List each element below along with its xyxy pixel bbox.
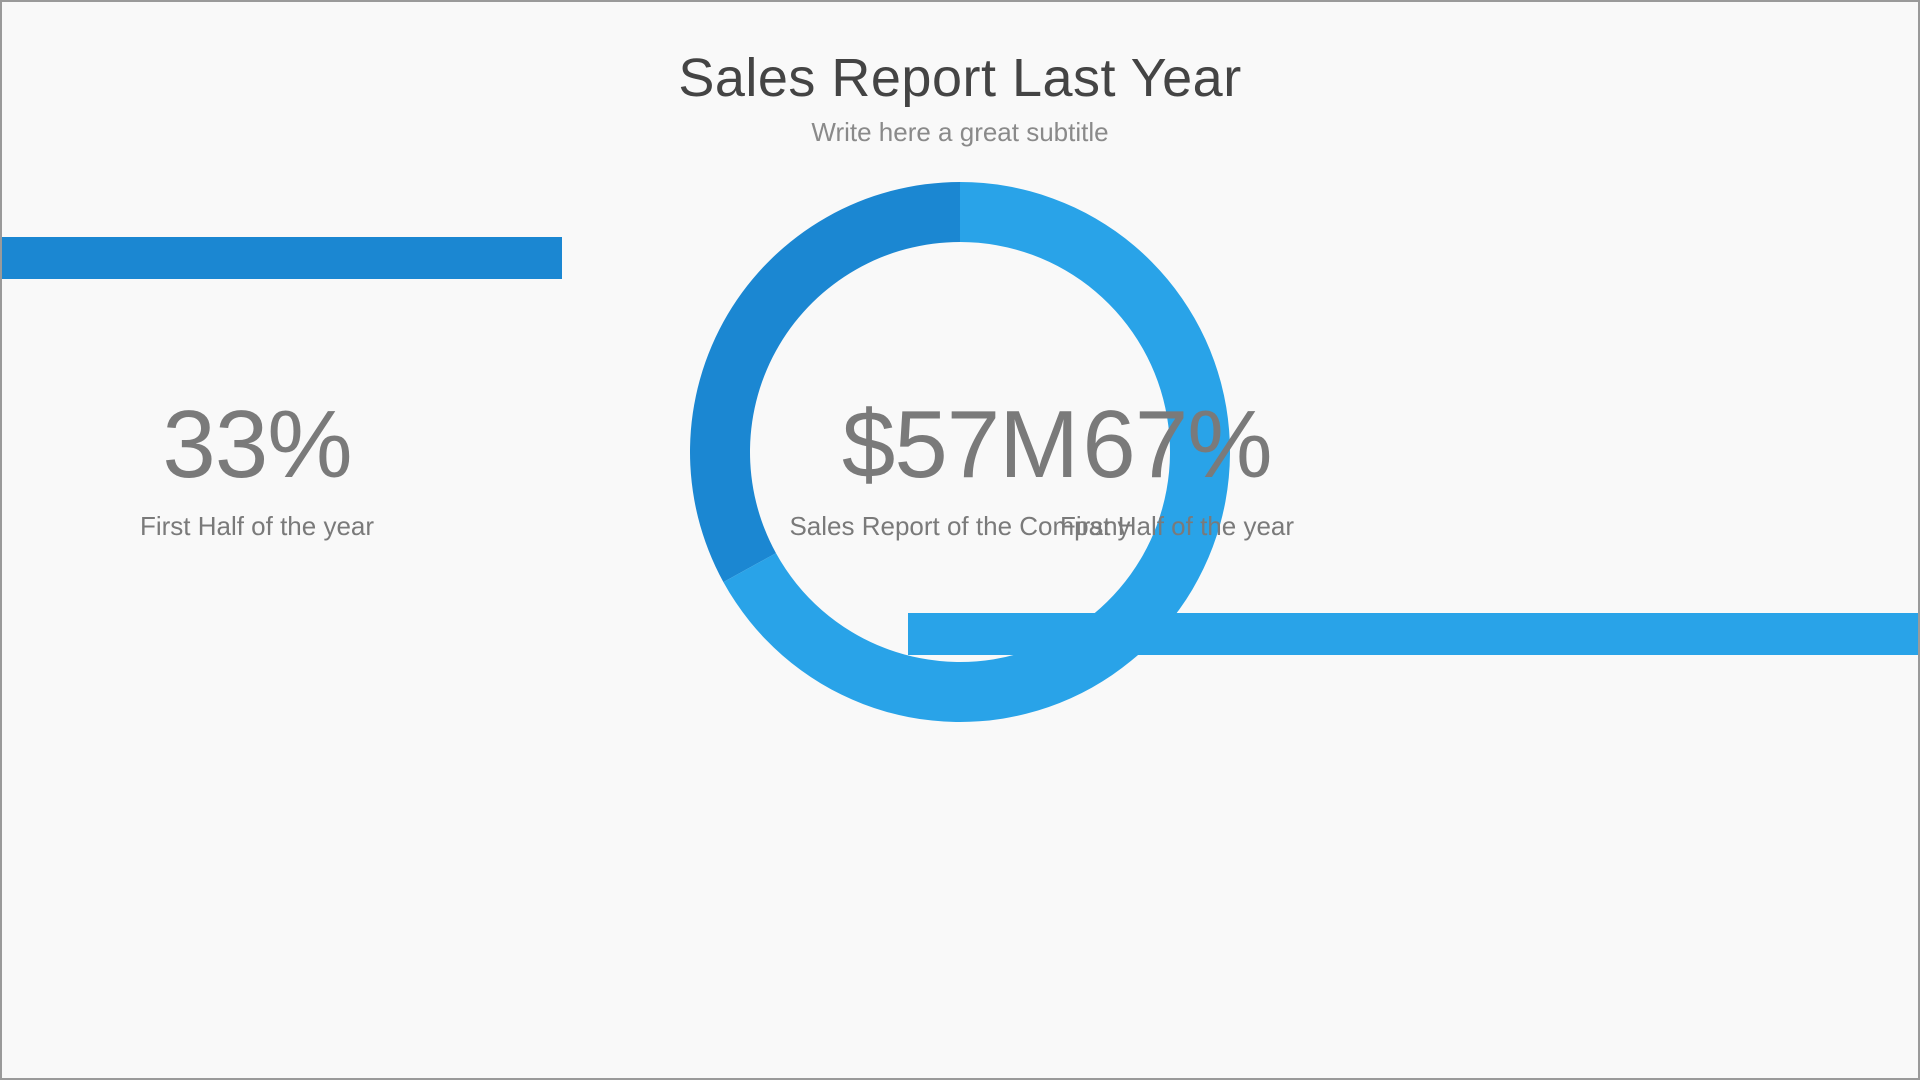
header: Sales Report Last Year Write here a grea… [2,47,1918,148]
metric-left-label: First Half of the year [57,511,457,542]
page-subtitle: Write here a great subtitle [2,117,1918,148]
page-title: Sales Report Last Year [2,47,1918,109]
metric-left-value: 33% [57,397,457,493]
connector-bar-left [2,237,562,279]
connector-bar-right [908,613,1918,655]
metric-right: 67% First Half of the year [977,397,1377,542]
metric-left: 33% First Half of the year [57,397,457,542]
metric-right-value: 67% [977,397,1377,493]
slide-frame: Sales Report Last Year Write here a grea… [0,0,1920,1080]
metric-right-label: First Half of the year [977,511,1377,542]
